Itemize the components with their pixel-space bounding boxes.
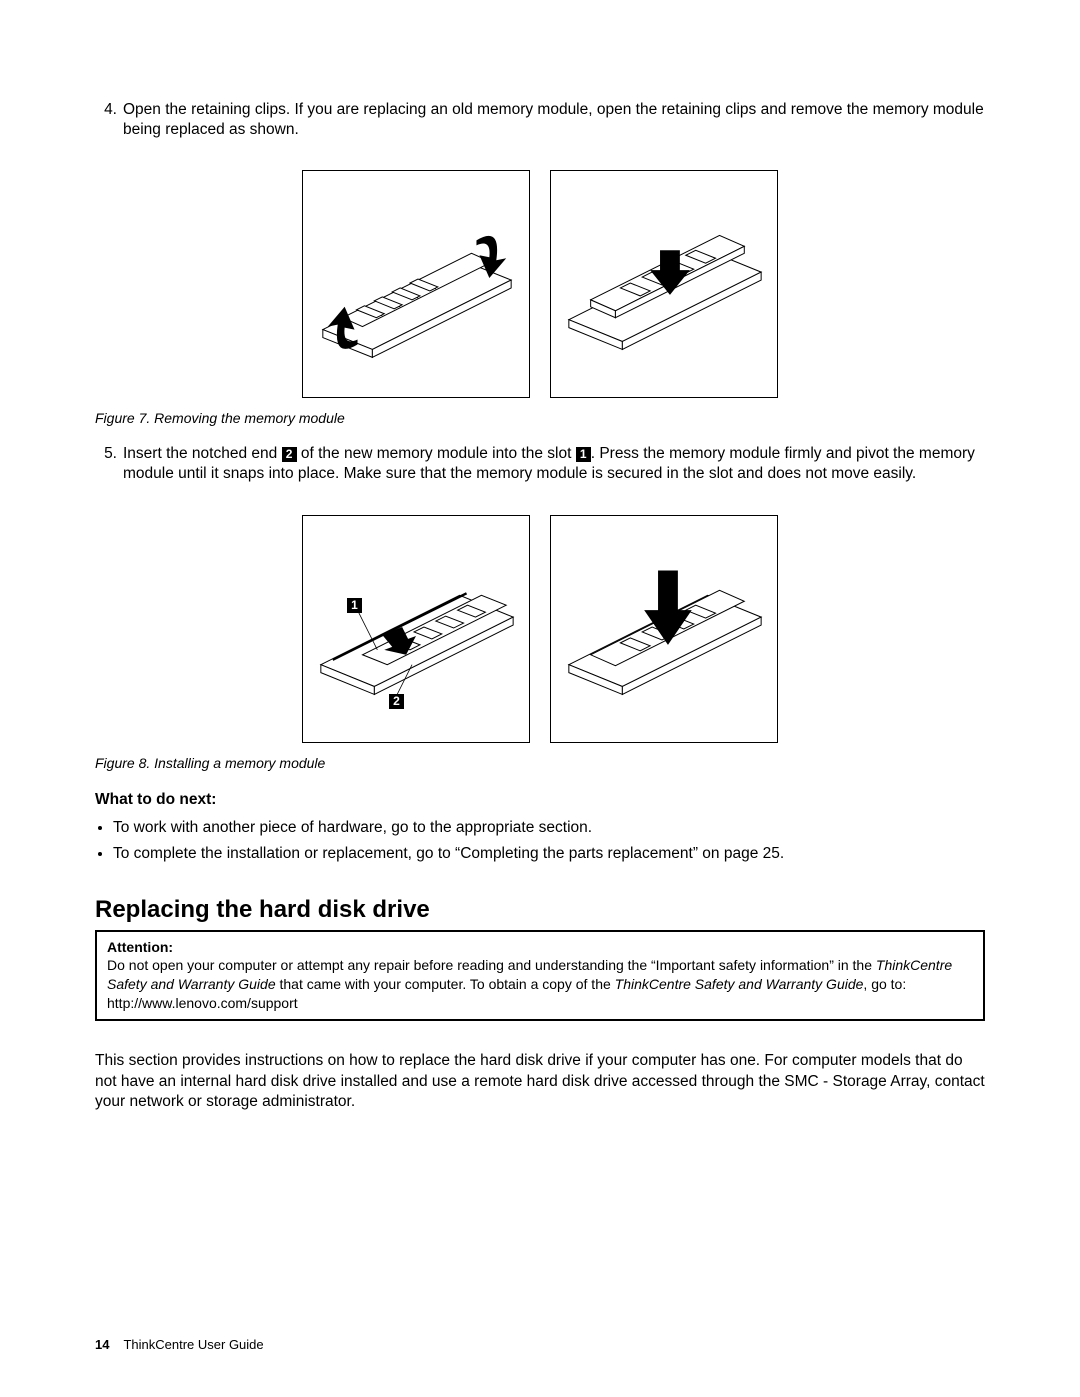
attention-label: Attention: bbox=[107, 939, 173, 955]
figure-7-caption: Figure 7. Removing the memory module bbox=[95, 410, 985, 426]
what-next-item: To work with another piece of hardware, … bbox=[113, 817, 985, 839]
what-next-item: To complete the installation or replacem… bbox=[113, 843, 985, 865]
memory-module-install-step2-icon bbox=[551, 516, 777, 742]
attention-url: http://www.lenovo.com/support bbox=[107, 995, 298, 1011]
page-footer: 14 ThinkCentre User Guide bbox=[95, 1337, 264, 1352]
list-text: Open the retaining clips. If you are rep… bbox=[123, 100, 985, 140]
instruction-list: 4. Open the retaining clips. If you are … bbox=[95, 100, 985, 140]
figure-7-panel-right bbox=[550, 170, 778, 398]
list-text: Insert the notched end 2 of the new memo… bbox=[123, 444, 985, 484]
list-number: 4. bbox=[95, 100, 123, 140]
text-fragment: Do not open your computer or attempt any… bbox=[107, 957, 876, 973]
figure-8-panel-right bbox=[550, 515, 778, 743]
instruction-list-cont: 5. Insert the notched end 2 of the new m… bbox=[95, 444, 985, 484]
attention-box: Attention: Do not open your computer or … bbox=[95, 930, 985, 1022]
text-fragment: of the new memory module into the slot bbox=[297, 445, 576, 462]
body-paragraph: This section provides instructions on ho… bbox=[95, 1051, 985, 1112]
figure-7-panel-left bbox=[302, 170, 530, 398]
document-page: 4. Open the retaining clips. If you are … bbox=[0, 0, 1080, 1397]
list-item-4: 4. Open the retaining clips. If you are … bbox=[95, 100, 985, 140]
list-item-5: 5. Insert the notched end 2 of the new m… bbox=[95, 444, 985, 484]
figure-8-panel-left: 1 2 bbox=[302, 515, 530, 743]
figure-8-row: 1 2 bbox=[95, 515, 985, 743]
text-fragment: Insert the notched end bbox=[123, 445, 282, 462]
text-fragment: , go to: bbox=[863, 976, 906, 992]
attention-text: Do not open your computer or attempt any… bbox=[107, 957, 952, 992]
section-heading: Replacing the hard disk drive bbox=[95, 896, 985, 924]
callout-1-inline: 1 bbox=[576, 447, 591, 462]
figure-7-block bbox=[95, 170, 985, 398]
callout-2-inline: 2 bbox=[282, 447, 297, 462]
what-next-list: To work with another piece of hardware, … bbox=[95, 817, 985, 866]
what-next-heading: What to do next: bbox=[95, 791, 985, 809]
callout-1-figure: 1 bbox=[347, 598, 362, 613]
figure-7-row bbox=[95, 170, 985, 398]
emphasis: ThinkCentre Safety and Warranty Guide bbox=[615, 976, 864, 992]
list-number: 5. bbox=[95, 444, 123, 484]
page-number: 14 bbox=[95, 1337, 109, 1352]
text-fragment: that came with your computer. To obtain … bbox=[276, 976, 615, 992]
memory-module-install-step1-icon bbox=[303, 516, 529, 742]
footer-title: ThinkCentre User Guide bbox=[123, 1337, 263, 1352]
memory-module-remove-step2-icon bbox=[551, 171, 777, 397]
memory-module-remove-step1-icon bbox=[303, 171, 529, 397]
callout-2-figure: 2 bbox=[389, 694, 404, 709]
figure-8-block: 1 2 bbox=[95, 515, 985, 743]
figure-8-caption: Figure 8. Installing a memory module bbox=[95, 755, 985, 771]
